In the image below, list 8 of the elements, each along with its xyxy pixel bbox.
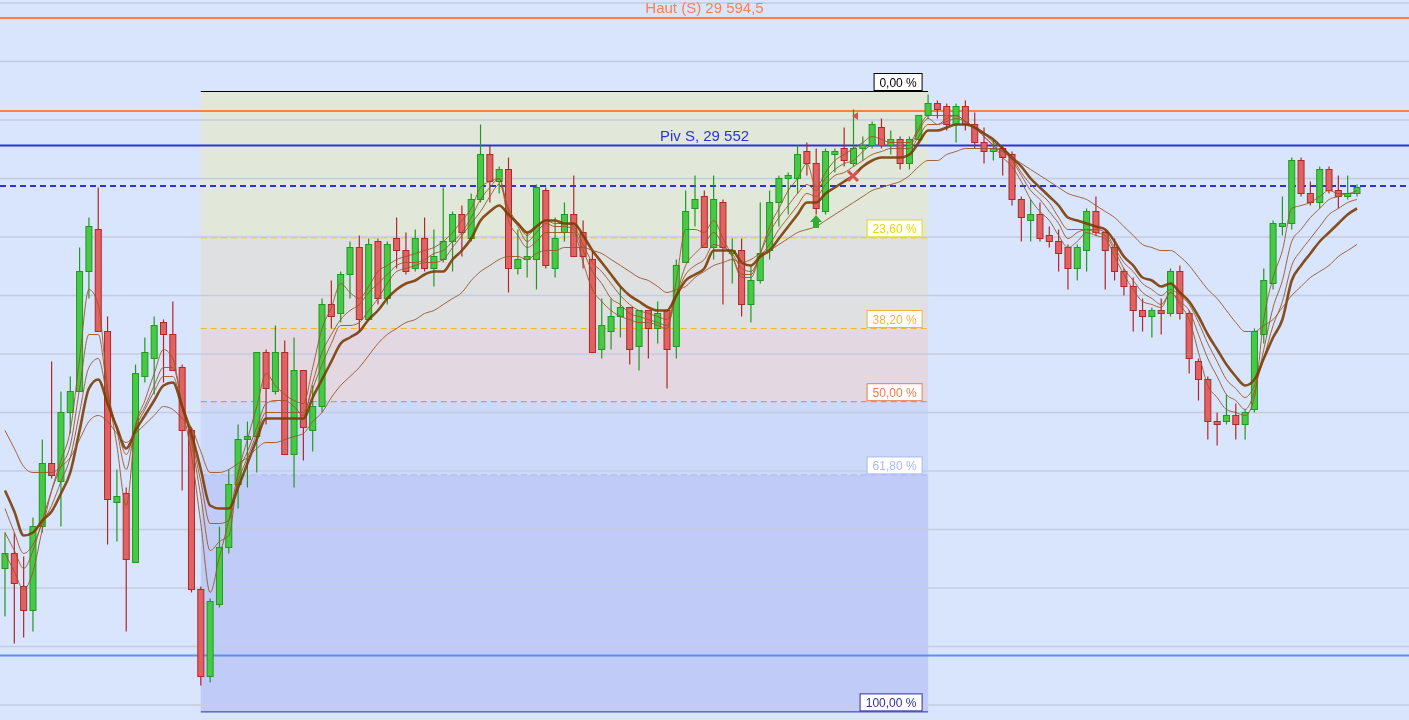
annotation: 0,00 % bbox=[879, 75, 918, 90]
annotation: 38,20 % bbox=[872, 312, 917, 327]
annotation: 23,60 % bbox=[872, 221, 917, 236]
annotation: 61,80 % bbox=[872, 458, 917, 473]
ref-line-label: Haut (S) 29 594,5 bbox=[645, 0, 764, 16]
ref-line-label: Piv S, 29 552 bbox=[659, 126, 750, 144]
annotation: 100,00 % bbox=[865, 695, 917, 710]
annotation: 50,00 % bbox=[872, 385, 917, 400]
